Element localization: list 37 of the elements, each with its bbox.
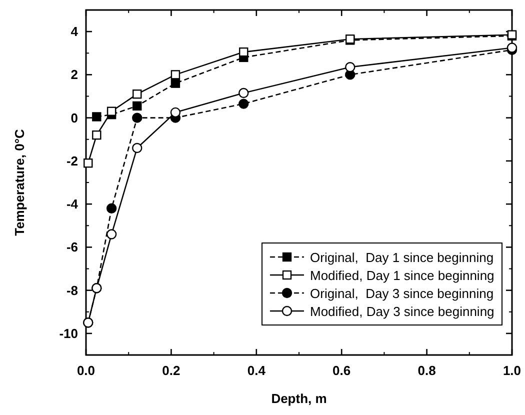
point: [106, 203, 117, 214]
y-tick-label: -10: [59, 326, 78, 341]
legend-label: Original, Day 3 since beginning: [310, 286, 494, 301]
point: [106, 229, 117, 240]
point: [92, 130, 102, 140]
legend-label: Original, Day 1 since beginning: [310, 250, 494, 265]
point: [239, 47, 248, 57]
point: [132, 112, 142, 123]
y-tick-label: -4: [66, 196, 79, 212]
x-tick-label: 0.8: [418, 363, 436, 378]
y-tick-label: -2: [66, 153, 78, 168]
point: [170, 107, 181, 118]
y-tick-label: 4: [70, 24, 79, 40]
y-tick-label: 2: [70, 67, 78, 82]
point: [106, 106, 116, 116]
point: [132, 101, 142, 111]
y-tick-label: -8: [66, 282, 78, 298]
y-tick-label: -6: [66, 240, 78, 255]
point: [170, 78, 180, 88]
point: [92, 112, 102, 122]
point: [132, 142, 142, 154]
point: [238, 88, 249, 98]
x-tick-label: 1.0: [502, 363, 522, 378]
x-tick-label: 0.4: [247, 363, 266, 378]
point: [84, 158, 93, 168]
x-tick-label: 0.6: [332, 363, 351, 378]
x-tick-label: 0.2: [162, 363, 180, 378]
legend-label: Modified, Day 1 since beginning: [310, 268, 494, 283]
point: [238, 98, 249, 109]
legend-label: Modified, Day 3 since beginning: [310, 304, 494, 319]
point: [170, 70, 180, 80]
x-tick-label: 0.0: [76, 363, 96, 378]
x-axis-title: Depth, m: [271, 391, 327, 406]
y-axis-title: Temperature, 0°C: [12, 128, 27, 236]
point: [345, 62, 356, 72]
point: [132, 89, 142, 99]
y-tick-label: 0: [70, 110, 78, 126]
